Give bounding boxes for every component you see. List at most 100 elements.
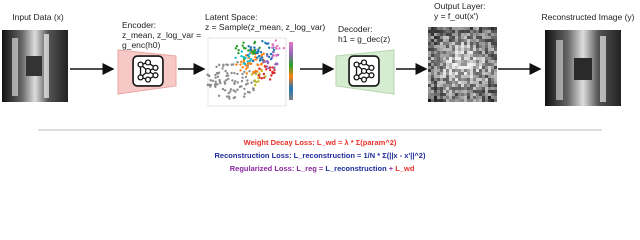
noise-pixel (485, 90, 488, 93)
noise-pixel (482, 81, 485, 84)
noise-pixel (431, 66, 434, 69)
noise-pixel (440, 54, 443, 57)
noise-pixel (467, 75, 470, 78)
noise-pixel (437, 60, 440, 63)
noise-pixel (455, 33, 458, 36)
noise-pixel (491, 78, 494, 81)
noise-pixel (476, 36, 479, 39)
noise-pixel (449, 66, 452, 69)
noise-pixel (467, 42, 470, 45)
scatter-dot (237, 52, 240, 55)
noise-pixel (482, 33, 485, 36)
noise-pixel (437, 42, 440, 45)
noise-pixel (470, 93, 473, 96)
input-image (2, 30, 68, 102)
scatter-dot (231, 79, 234, 82)
noise-pixel (470, 96, 473, 99)
noise-pixel (464, 33, 467, 36)
noise-pixel (473, 99, 476, 102)
noise-pixel (464, 60, 467, 63)
noise-pixel (494, 72, 497, 75)
diagram: Input Data (x) Encoder: z_mean, z_log_va… (2, 1, 635, 173)
noise-pixel (455, 75, 458, 78)
noise-pixel (491, 63, 494, 66)
noise-pixel (494, 39, 497, 42)
noise-pixel (452, 60, 455, 63)
noise-pixel (473, 33, 476, 36)
noise-pixel (437, 66, 440, 69)
scatter-dot (272, 54, 275, 57)
noise-pixel (437, 57, 440, 60)
scatter-dot (214, 73, 217, 77)
noise-pixel (434, 87, 437, 90)
noise-pixel (455, 69, 458, 72)
noise-pixel (479, 30, 482, 33)
noise-pixel (479, 54, 482, 57)
noise-pixel (464, 51, 467, 54)
noise-pixel (452, 99, 455, 102)
noise-pixel (458, 27, 461, 30)
noise-pixel (488, 27, 491, 30)
noise-pixel (455, 90, 458, 93)
noise-pixel (440, 63, 443, 66)
noise-pixel (479, 96, 482, 99)
noise-pixel (488, 51, 491, 54)
scatter-dot (234, 56, 237, 59)
noise-pixel (473, 51, 476, 54)
noise-pixel (473, 87, 476, 90)
noise-pixel (494, 75, 497, 78)
noise-pixel (473, 90, 476, 93)
noise-pixel (458, 96, 461, 99)
noise-pixel (476, 75, 479, 78)
loss-part: L_reconstruction (325, 164, 387, 173)
noise-pixel (482, 54, 485, 57)
scatter-dot (222, 63, 225, 67)
noise-pixel (440, 39, 443, 42)
noise-pixel (428, 87, 431, 90)
noise-pixel (473, 75, 476, 78)
noise-pixel (491, 84, 494, 87)
noise-pixel (482, 45, 485, 48)
noise-pixel (431, 33, 434, 36)
noise-pixel (452, 75, 455, 78)
noise-pixel (470, 69, 473, 72)
scatter-dot (251, 50, 254, 53)
noise-pixel (428, 90, 431, 93)
scatter-dot (233, 96, 237, 99)
scatter-dot (247, 49, 250, 52)
noise-pixel (485, 60, 488, 63)
noise-pixel (437, 84, 440, 87)
noise-pixel (485, 93, 488, 96)
noise-pixel (455, 36, 458, 39)
noise-pixel (437, 51, 440, 54)
noise-pixel (476, 84, 479, 87)
noise-pixel (428, 99, 431, 102)
scatter-dot (236, 88, 239, 91)
scatter-dot (257, 74, 260, 77)
scatter-dot (230, 63, 233, 66)
noise-pixel (446, 90, 449, 93)
noise-pixel (473, 60, 476, 63)
scatter-dot (235, 63, 238, 66)
noise-pixel (482, 93, 485, 96)
noise-pixel (434, 99, 437, 102)
noise-pixel (449, 93, 452, 96)
scatter-dot (270, 46, 274, 49)
noise-pixel (464, 93, 467, 96)
noise-pixel (464, 96, 467, 99)
noise-pixel (470, 87, 473, 90)
noise-pixel (446, 84, 449, 87)
scatter-dot (218, 80, 221, 83)
noise-pixel (461, 48, 464, 51)
scatter-dot (254, 58, 258, 61)
noise-pixel (479, 39, 482, 42)
noise-pixel (461, 96, 464, 99)
noise-pixel (491, 57, 494, 60)
noise-pixel (476, 81, 479, 84)
noise-pixel (488, 81, 491, 84)
noise-pixel (458, 93, 461, 96)
noise-pixel (467, 48, 470, 51)
noise-pixel (428, 81, 431, 84)
noise-pixel (443, 81, 446, 84)
noise-pixel (443, 42, 446, 45)
